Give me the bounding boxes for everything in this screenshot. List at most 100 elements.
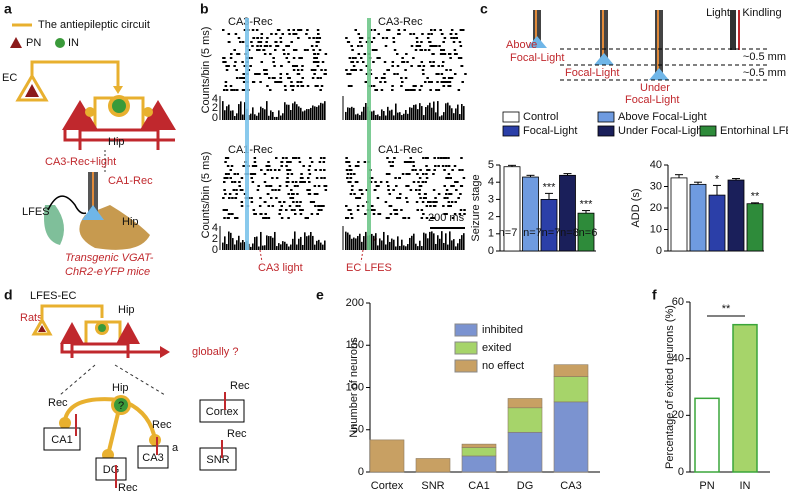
label: Rec	[230, 380, 250, 392]
bar-segment	[553, 364, 589, 377]
histogram-bar	[359, 233, 361, 250]
histogram-bar	[284, 102, 286, 120]
histogram-bar	[449, 105, 451, 120]
shape	[259, 249, 263, 263]
histogram-bar	[244, 102, 246, 120]
histogram-bar	[373, 110, 375, 120]
shape	[60, 344, 160, 354]
histogram-bar	[250, 246, 252, 250]
histogram-bar	[280, 244, 282, 250]
y-tick-label: 60	[672, 296, 684, 308]
histogram-bar	[463, 106, 465, 120]
shape	[31, 316, 53, 336]
label: Kindling	[742, 7, 781, 19]
histogram-bar	[242, 240, 244, 250]
shape	[38, 325, 46, 332]
histogram-bar	[377, 114, 379, 120]
histogram-bar	[423, 115, 425, 120]
histogram-bar	[298, 106, 300, 120]
histogram-bar	[310, 107, 312, 120]
histogram-bar	[258, 112, 260, 120]
histogram-bar	[373, 235, 375, 250]
histogram-bar	[292, 103, 294, 120]
label: 0	[212, 244, 218, 256]
histogram-bar	[451, 108, 453, 120]
histogram-bar	[272, 111, 274, 120]
histogram-bar	[351, 106, 353, 120]
histogram-bar	[288, 246, 290, 250]
x-tick-label: DG	[517, 480, 534, 492]
histogram-bar	[449, 231, 451, 250]
histogram-bar	[268, 115, 270, 120]
histogram-bar	[355, 238, 357, 250]
bar-segment	[553, 376, 589, 403]
y-tick-label: 30	[650, 180, 662, 192]
label: CA3	[142, 452, 163, 464]
histogram-bar	[224, 236, 226, 250]
bar	[540, 198, 558, 252]
bar-segment	[369, 439, 405, 473]
histogram-bar	[238, 104, 240, 120]
histogram-bar	[310, 231, 312, 250]
histogram-bar	[389, 110, 391, 120]
histogram-bar	[425, 107, 427, 120]
label: CA3-Rec	[228, 16, 273, 28]
histogram-bar	[256, 236, 258, 250]
histogram-bar	[304, 232, 306, 250]
significance: *	[715, 173, 720, 185]
histogram-bar	[355, 114, 357, 120]
y-tick-label: 0	[656, 245, 662, 257]
shape	[137, 445, 169, 469]
histogram-bar	[316, 240, 318, 250]
y-tick-label: 5	[488, 159, 494, 171]
n-label: n=8	[560, 227, 579, 239]
histogram-bar	[282, 113, 284, 120]
label: PN	[26, 37, 41, 49]
label: LFES-EC	[30, 290, 77, 302]
shape	[649, 68, 669, 80]
label: Focal-Light	[565, 67, 619, 79]
histogram-bar	[361, 111, 363, 120]
histogram-bar	[234, 116, 236, 120]
histogram-bar	[413, 104, 415, 120]
histogram-bar	[240, 242, 242, 250]
legend-label: Above Focal-Light	[618, 111, 707, 123]
label: Above	[506, 39, 537, 51]
histogram-bar	[437, 101, 439, 120]
histogram-bar	[431, 107, 433, 120]
shape	[199, 399, 245, 423]
histogram-bar	[403, 113, 405, 120]
shape	[140, 100, 176, 130]
histogram-bar	[244, 242, 246, 250]
histogram-bar	[302, 111, 304, 120]
shape	[114, 364, 166, 396]
histogram-bar	[385, 244, 387, 250]
histogram-bar	[232, 110, 234, 120]
shape	[602, 10, 604, 62]
shape	[114, 398, 128, 412]
x-tick-label: IN	[740, 480, 751, 492]
legend-swatch	[454, 323, 478, 337]
histogram-bar	[238, 235, 240, 250]
histogram-bar	[222, 242, 224, 250]
label: b	[200, 1, 209, 17]
bar-segment	[461, 443, 497, 448]
histogram-bar	[324, 101, 326, 120]
histogram-bar	[262, 108, 264, 120]
histogram-bar	[294, 231, 296, 250]
histogram-bar	[264, 245, 266, 250]
y-tick-label: 1	[488, 228, 494, 240]
histogram-bar	[401, 115, 403, 120]
y-tick-label: 0	[678, 466, 684, 478]
histogram-bar	[383, 110, 385, 120]
histogram-bar	[457, 243, 459, 250]
y-tick-label: 40	[672, 353, 684, 365]
histogram-bar	[252, 243, 254, 250]
shape	[10, 37, 22, 48]
histogram-bar	[403, 245, 405, 250]
histogram-bar	[308, 235, 310, 250]
histogram-bar	[240, 101, 242, 120]
histogram-bar	[278, 243, 280, 250]
shape	[98, 324, 106, 332]
